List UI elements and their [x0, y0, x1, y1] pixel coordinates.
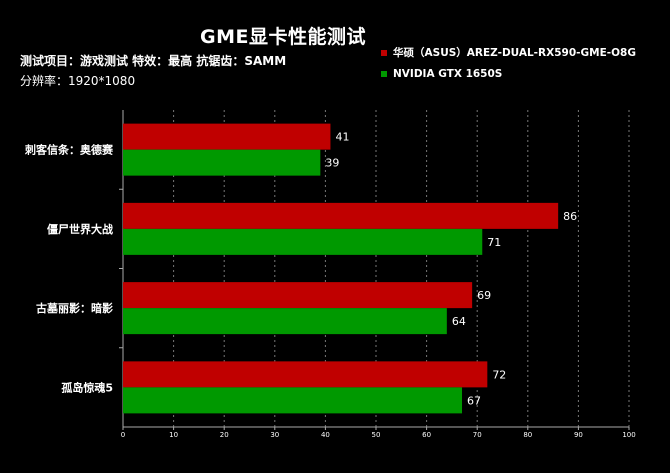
data-label: 71	[487, 236, 501, 249]
bar	[123, 123, 331, 150]
x-tick-label: 0	[121, 431, 125, 439]
data-label: 67	[467, 394, 481, 407]
category-label: 孤岛惊魂5	[61, 380, 113, 394]
x-tick-label: 100	[622, 431, 635, 439]
legend-item-series-1: 华硕（ASUS）AREZ-DUAL-RX590-GME-O8G	[381, 45, 636, 60]
resolution-info: 分辨率：1920*1080	[20, 74, 136, 88]
x-tick-label: 20	[220, 431, 229, 439]
bar	[123, 282, 473, 309]
legend-label-series-2: NVIDIA GTX 1650S	[393, 68, 503, 80]
x-tick-label: 40	[321, 431, 330, 439]
category-label: 古墓丽影：暗影	[36, 301, 113, 315]
bar	[123, 361, 488, 388]
x-tick-label: 80	[523, 431, 532, 439]
legend-swatch-series-2	[381, 71, 387, 77]
data-label: 69	[477, 289, 491, 302]
legend-item-series-2: NVIDIA GTX 1650S	[381, 68, 502, 80]
x-tick-label: 90	[574, 431, 583, 439]
data-label: 39	[325, 157, 339, 170]
data-label: 72	[492, 368, 506, 381]
test-info: 测试项目：游戏测试 特效：最高 抗锯齿：SAMM	[20, 54, 287, 68]
bar	[123, 149, 321, 176]
bar	[123, 202, 559, 229]
x-tick-label: 70	[473, 431, 482, 439]
bar	[123, 308, 447, 335]
category-label: 僵尸世界大战	[47, 222, 113, 236]
bar	[123, 387, 463, 414]
data-label: 64	[452, 315, 466, 328]
x-tick-label: 10	[169, 431, 178, 439]
data-label: 86	[563, 210, 577, 223]
chart-title: GME显卡性能测试	[200, 26, 366, 48]
data-label: 41	[335, 131, 349, 144]
x-tick-label: 30	[270, 431, 279, 439]
legend-label-series-1: 华硕（ASUS）AREZ-DUAL-RX590-GME-O8G	[393, 47, 636, 59]
bar	[123, 228, 483, 255]
x-tick-label: 50	[372, 431, 381, 439]
category-label: 刺客信条：奥德赛	[24, 143, 114, 157]
x-tick-label: 60	[422, 431, 431, 439]
legend-swatch-series-1	[381, 49, 387, 56]
